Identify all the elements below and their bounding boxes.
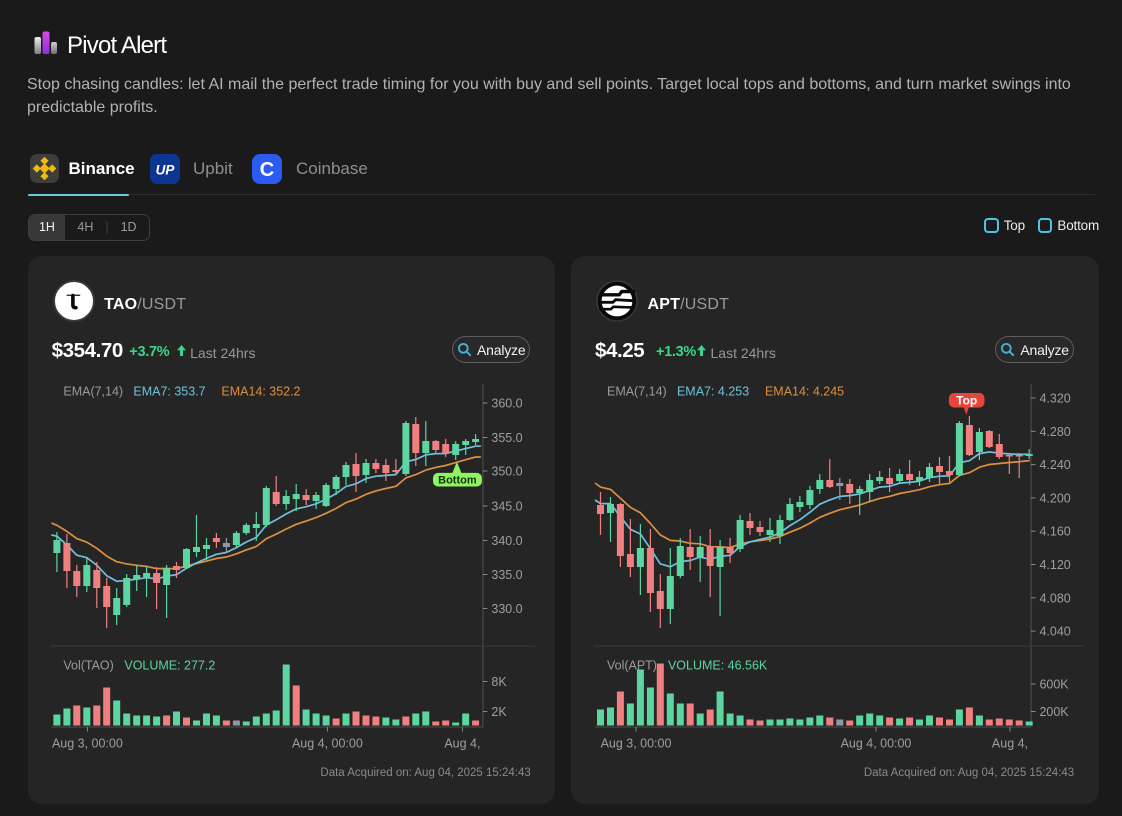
svg-text:4.280: 4.280: [1039, 425, 1070, 439]
svg-text:350.0: 350.0: [491, 464, 522, 478]
svg-text:EMA7: 4.253: EMA7: 4.253: [677, 384, 749, 398]
svg-text:4.240: 4.240: [1039, 458, 1070, 472]
svg-text:4.320: 4.320: [1039, 391, 1070, 405]
svg-text:4.040: 4.040: [1039, 625, 1070, 639]
svg-text:Aug 4,: Aug 4,: [444, 736, 480, 750]
svg-text:EMA7: 353.7: EMA7: 353.7: [133, 384, 205, 398]
svg-text:UP: UP: [156, 163, 176, 178]
svg-text:200K: 200K: [1039, 705, 1069, 719]
svg-text:360.0: 360.0: [491, 396, 522, 410]
svg-text:VOLUME: 46.56K: VOLUME: 46.56K: [668, 658, 768, 672]
svg-text:Aug 4, 00:00: Aug 4, 00:00: [841, 736, 912, 750]
svg-text:335.0: 335.0: [491, 568, 522, 582]
svg-text:4.080: 4.080: [1039, 591, 1070, 605]
svg-text:8K: 8K: [491, 675, 507, 689]
svg-text:Aug 4, 00:00: Aug 4, 00:00: [292, 736, 363, 750]
svg-text:C: C: [260, 159, 274, 181]
svg-text:Aug 3, 00:00: Aug 3, 00:00: [52, 736, 123, 750]
svg-text:4.200: 4.200: [1039, 491, 1070, 505]
svg-text:4.120: 4.120: [1039, 558, 1070, 572]
svg-text:4.160: 4.160: [1039, 525, 1070, 539]
svg-text:Vol(TAO): Vol(TAO): [63, 658, 113, 672]
svg-text:Top: Top: [956, 393, 977, 407]
svg-text:EMA14: 352.2: EMA14: 352.2: [221, 384, 300, 398]
svg-text:Bottom: Bottom: [438, 474, 477, 486]
svg-text:EMA14: 4.245: EMA14: 4.245: [765, 384, 844, 398]
svg-text:VOLUME: 277.2: VOLUME: 277.2: [124, 658, 215, 672]
svg-text:EMA(7,14): EMA(7,14): [63, 384, 123, 398]
svg-text:2K: 2K: [491, 705, 507, 719]
svg-text:Aug 4,: Aug 4,: [992, 736, 1028, 750]
svg-text:340.0: 340.0: [491, 534, 522, 548]
svg-text:Aug 3, 00:00: Aug 3, 00:00: [601, 736, 672, 750]
svg-text:Vol(APT): Vol(APT): [607, 658, 657, 672]
svg-text:355.0: 355.0: [491, 431, 522, 445]
svg-text:600K: 600K: [1039, 677, 1069, 691]
svg-text:345.0: 345.0: [491, 499, 522, 513]
svg-text:330.0: 330.0: [491, 602, 522, 616]
svg-text:EMA(7,14): EMA(7,14): [607, 384, 667, 398]
